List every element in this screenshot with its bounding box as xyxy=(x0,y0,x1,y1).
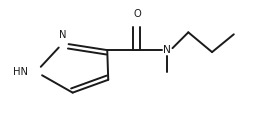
Text: HN: HN xyxy=(13,67,28,77)
Text: O: O xyxy=(133,10,141,20)
Text: N: N xyxy=(163,45,171,55)
Text: N: N xyxy=(59,30,67,40)
